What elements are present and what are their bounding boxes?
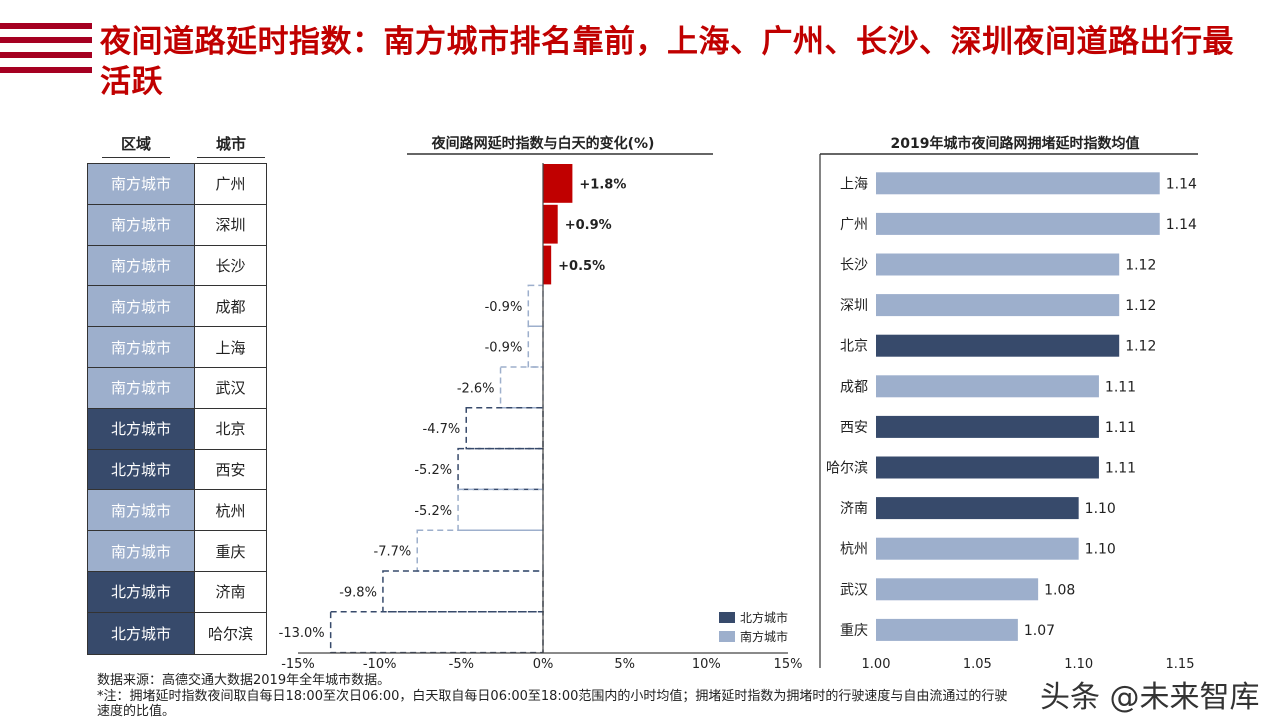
- x-tick-label: -5%: [449, 657, 474, 672]
- data-label: -5.2%: [414, 463, 452, 478]
- bar-negative: [457, 488, 544, 531]
- x-tick-label: -10%: [363, 657, 397, 672]
- footnote: *注：拥堵延时指数夜间取自每日18:00至次日06:00，白天取自每日06:00…: [97, 689, 1008, 719]
- watermark: 头条 @未来智库: [1040, 680, 1260, 715]
- data-label: +1.8%: [579, 177, 626, 192]
- bar-positive: [543, 204, 558, 244]
- table-row: 南方城市 长沙: [88, 245, 266, 287]
- city-cell: 广州: [195, 164, 266, 204]
- bar-negative: [465, 407, 544, 450]
- data-label: +0.9%: [565, 218, 612, 233]
- x-tick-label: 15%: [774, 657, 803, 672]
- bar-negative: [382, 570, 544, 613]
- table-header-region: 区域: [102, 133, 170, 158]
- chart-title: 夜间路网延时指数与白天的变化(%): [431, 135, 655, 152]
- data-label: -13.0%: [279, 626, 325, 641]
- city-cell: 成都: [195, 286, 266, 327]
- city-cell: 上海: [195, 327, 266, 367]
- data-label: -5.2%: [414, 504, 452, 519]
- data-label: -0.9%: [485, 341, 523, 356]
- legend-label: 北方城市: [740, 610, 788, 625]
- table-row: 北方城市 济南: [88, 571, 266, 613]
- region-cell: 南方城市: [88, 164, 195, 204]
- bar-negative: [457, 447, 544, 491]
- city-cell: 重庆: [195, 531, 266, 571]
- data-label: +0.5%: [558, 259, 605, 274]
- bar-negative: [416, 529, 544, 572]
- city-cell: 深圳: [195, 204, 266, 245]
- x-tick-label: -15%: [281, 657, 315, 672]
- region-cell: 南方城市: [88, 531, 195, 571]
- bar-negative: [527, 325, 544, 368]
- legend-swatch: [719, 612, 735, 623]
- x-tick-label: 5%: [614, 657, 635, 672]
- table-row: 北方城市 西安: [88, 449, 266, 491]
- data-label: -9.8%: [339, 585, 377, 600]
- table-header-city: 城市: [197, 133, 265, 158]
- source-note: 数据来源：高德交通大数据2019年全年城市数据。: [97, 673, 391, 688]
- title-stripe: [0, 23, 92, 29]
- region-cell: 南方城市: [88, 204, 195, 245]
- city-cell: 长沙: [195, 245, 266, 286]
- region-cell: 南方城市: [88, 245, 195, 286]
- region-city-table: 南方城市 广州 南方城市 深圳 南方城市 长沙 南方城市 成都 南方城市 上海 南方城市 武汉 北方城市…: [87, 163, 267, 655]
- table-row: 南方城市 深圳: [88, 204, 266, 246]
- data-label: -2.6%: [457, 381, 495, 396]
- table-row: 北方城市 哈尔滨: [88, 612, 266, 654]
- table-row: 南方城市 武汉: [88, 367, 266, 409]
- table-row: 北方城市 北京: [88, 408, 266, 450]
- bar-positive: [543, 245, 552, 285]
- city-cell: 西安: [195, 449, 266, 490]
- table-row: 南方城市 重庆: [88, 531, 266, 572]
- bar-negative: [329, 611, 544, 654]
- x-tick-label: 0%: [533, 657, 554, 672]
- table-row: 南方城市 上海: [88, 327, 266, 368]
- city-cell: 武汉: [195, 367, 266, 408]
- region-cell: 北方城市: [88, 571, 195, 612]
- legend-swatch: [719, 631, 735, 642]
- bar-negative: [499, 366, 544, 409]
- title-stripe: [0, 67, 92, 73]
- region-cell: 北方城市: [88, 449, 195, 490]
- region-cell: 南方城市: [88, 367, 195, 408]
- table-row: 南方城市 成都: [88, 286, 266, 328]
- bar-positive: [543, 164, 573, 203]
- data-label: -4.7%: [423, 422, 461, 437]
- city-cell: 北京: [195, 408, 266, 449]
- data-label: -0.9%: [485, 300, 523, 315]
- table-row: 南方城市 杭州: [88, 490, 266, 532]
- title-stripe: [0, 52, 92, 58]
- region-cell: 南方城市: [88, 286, 195, 327]
- bar-negative: [527, 284, 544, 327]
- title-stripe: [0, 37, 92, 43]
- region-cell: 北方城市: [88, 612, 195, 654]
- region-cell: 南方城市: [88, 490, 195, 531]
- x-tick-label: 10%: [692, 657, 721, 672]
- city-cell: 哈尔滨: [195, 612, 266, 654]
- region-cell: 北方城市: [88, 408, 195, 449]
- table-row: 南方城市 广州: [88, 164, 266, 205]
- page-title: 夜间道路延时指数：南方城市排名靠前，上海、广州、长沙、深圳夜间道路出行最活跃: [100, 24, 1234, 100]
- region-cell: 南方城市: [88, 327, 195, 367]
- city-cell: 杭州: [195, 490, 266, 531]
- city-cell: 济南: [195, 571, 266, 612]
- data-label: -7.7%: [374, 545, 412, 560]
- legend-label: 南方城市: [740, 629, 788, 644]
